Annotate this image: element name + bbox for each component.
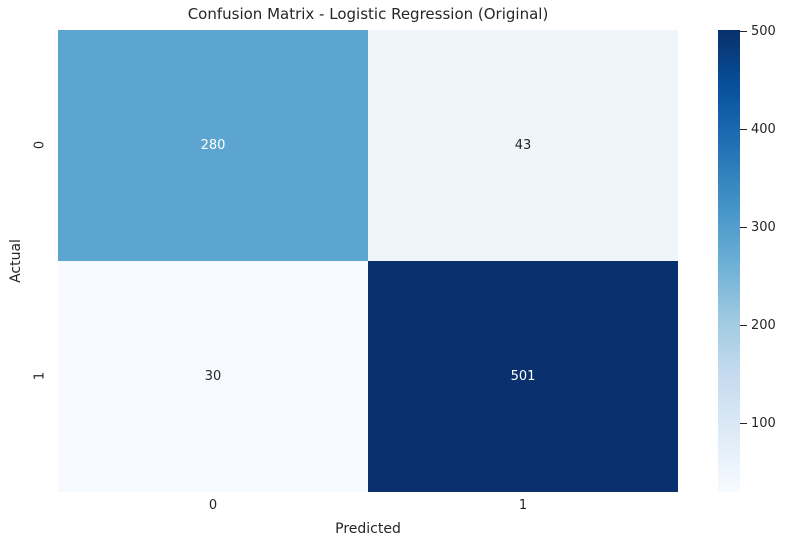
colorbar-tick-mark [740,422,747,424]
colorbar-tick-label: 100 [751,415,776,431]
heatmap-grid: 280 43 30 501 [58,30,678,492]
cell-value: 43 [514,138,532,153]
heatmap-cell-actual1-pred0: 30 [58,261,368,492]
x-tick-label-1: 1 [518,498,528,513]
colorbar-tick-mark [740,226,747,228]
colorbar-tick-mark [740,30,747,32]
x-axis-label: Predicted [335,521,401,537]
colorbar-tick-label: 200 [751,317,776,333]
colorbar-tick-mark [740,324,747,326]
y-tick-label-1: 1 [32,371,48,381]
colorbar-tick-mark [740,128,747,130]
heatmap-cell-actual1-pred1: 501 [368,261,678,492]
chart-title: Confusion Matrix - Logistic Regression (… [187,5,549,23]
heatmap-cell-actual0-pred1: 43 [368,30,678,261]
cell-value: 30 [204,369,222,384]
heatmap-cell-actual0-pred0: 280 [58,30,368,261]
colorbar-tick-label: 300 [751,219,776,235]
cell-value: 280 [200,138,226,153]
y-tick-label-0: 0 [32,140,48,150]
colorbar-tick-label: 500 [751,23,776,39]
cell-value: 501 [510,369,536,384]
y-axis-label: Actual [8,239,24,283]
colorbar-gradient [718,30,740,492]
colorbar-tick-label: 400 [751,121,776,137]
x-tick-label-0: 0 [208,498,218,513]
